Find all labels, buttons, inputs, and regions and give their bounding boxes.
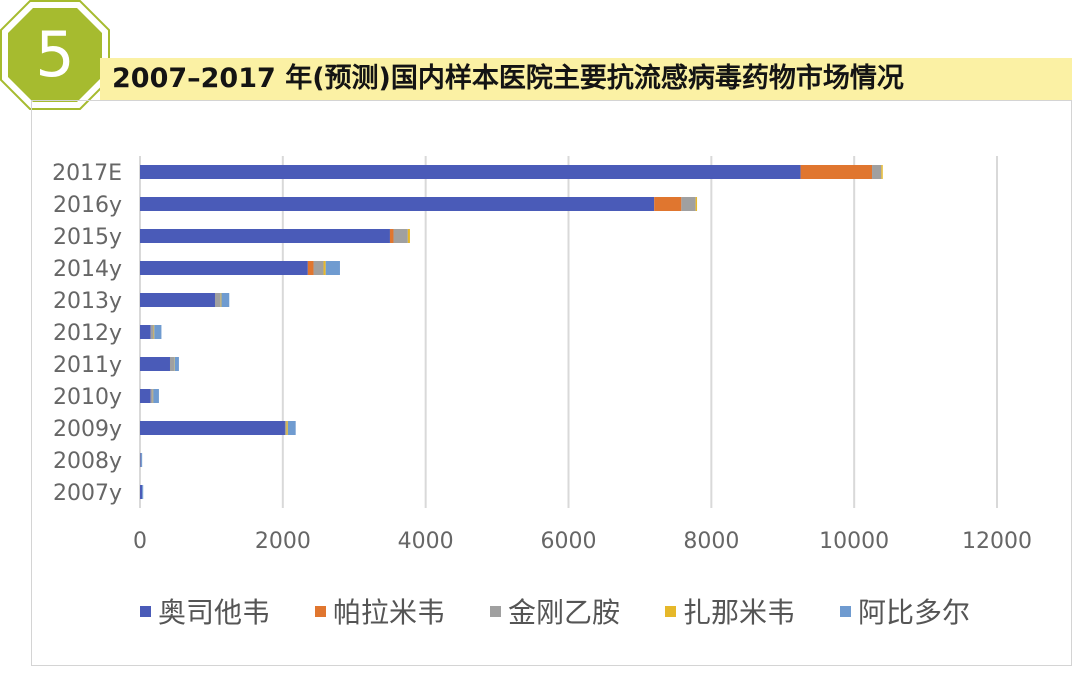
- bars: [140, 165, 883, 499]
- legend: 奥司他韦 帕拉米韦 金刚乙胺 扎那米韦 阿比多尔: [140, 596, 970, 629]
- chart-title: 2007–2017 年(预测)国内样本医院主要抗流感病毒药物市场情况: [112, 63, 904, 94]
- number-badge: 5: [0, 0, 110, 110]
- legend-label: 阿比多尔: [858, 596, 970, 629]
- y-tick-label: 2013y: [53, 289, 122, 314]
- y-tick-label: 2016y: [53, 193, 122, 218]
- legend-label: 奥司他韦: [158, 596, 270, 629]
- y-tick-label: 2017E: [52, 161, 122, 186]
- x-axis-labels: 0 2000 4000 6000 8000 10000 12000: [133, 529, 1032, 554]
- bar-segment: [325, 261, 340, 275]
- bar-segment: [140, 293, 215, 307]
- gridlines: [139, 156, 998, 508]
- bar-segment: [154, 325, 162, 339]
- bar-segment: [140, 325, 151, 339]
- bar-segment: [654, 197, 682, 211]
- y-tick-label: 2015y: [53, 225, 122, 250]
- bar-segment: [140, 261, 308, 275]
- x-tick-label: 10000: [819, 529, 889, 554]
- bar-segment: [307, 261, 314, 275]
- x-tick-label: 0: [133, 529, 147, 554]
- bar-segment: [214, 293, 221, 307]
- x-tick-label: 2000: [255, 529, 311, 554]
- legend-swatch: [840, 606, 851, 617]
- y-tick-label: 2014y: [53, 257, 122, 282]
- bar-segment: [140, 453, 141, 467]
- bar-segment: [287, 421, 296, 435]
- bar-segment: [140, 165, 801, 179]
- x-tick-label: 12000: [962, 529, 1032, 554]
- badge-number: 5: [35, 18, 74, 91]
- bar-segment: [140, 389, 151, 403]
- y-tick-label: 2011y: [53, 353, 122, 378]
- bar-segment: [140, 229, 390, 243]
- bar-segment: [872, 165, 882, 179]
- bar-segment: [140, 357, 170, 371]
- bar-segment: [393, 229, 408, 243]
- bar-segment: [313, 261, 324, 275]
- legend-label: 扎那米韦: [683, 596, 795, 629]
- title-highlight: [100, 58, 1072, 100]
- bar-segment: [174, 357, 175, 371]
- bar-segment: [881, 165, 883, 179]
- bar-segment: [389, 229, 394, 243]
- y-tick-label: 2008y: [53, 449, 122, 474]
- chart-frame: [31, 100, 1072, 666]
- x-tick-label: 8000: [683, 529, 739, 554]
- bar-segment: [284, 421, 287, 435]
- bar-segment: [152, 389, 154, 403]
- legend-swatch: [140, 606, 151, 617]
- x-tick-label: 6000: [541, 529, 597, 554]
- y-tick-label: 2010y: [53, 385, 122, 410]
- legend-label: 金刚乙胺: [508, 596, 620, 629]
- bar-segment: [142, 485, 144, 499]
- legend-swatch: [665, 606, 676, 617]
- bar-segment: [323, 261, 326, 275]
- badge-octagon: [8, 8, 102, 102]
- bar-segment: [220, 293, 222, 307]
- bar-segment: [140, 197, 655, 211]
- bar-segment: [150, 325, 154, 339]
- bar-segment: [153, 325, 155, 339]
- x-tick-label: 4000: [398, 529, 454, 554]
- bar-segment: [140, 453, 142, 467]
- bar-segment: [681, 197, 696, 211]
- bar-segment: [174, 357, 179, 371]
- bar-segment: [169, 357, 175, 371]
- y-tick-label: 2007y: [53, 481, 122, 506]
- bar-segment: [407, 229, 410, 243]
- y-tick-label: 2009y: [53, 417, 122, 442]
- y-axis-labels: 2017E 2016y 2015y 2014y 2013y 2012y 2011y 2010y…: [52, 161, 122, 506]
- legend-swatch: [490, 606, 501, 617]
- bar-segment: [140, 485, 143, 499]
- y-tick-label: 2012y: [53, 321, 122, 346]
- bar-segment: [221, 293, 230, 307]
- legend-swatch: [315, 606, 326, 617]
- bar-segment: [286, 421, 288, 435]
- bar-segment: [800, 165, 873, 179]
- bar-segment: [140, 421, 285, 435]
- bar-segment: [153, 389, 159, 403]
- bar-segment: [141, 453, 143, 467]
- legend-label: 帕拉米韦: [333, 596, 445, 629]
- bar-segment: [695, 197, 698, 211]
- bar-segment: [150, 389, 153, 403]
